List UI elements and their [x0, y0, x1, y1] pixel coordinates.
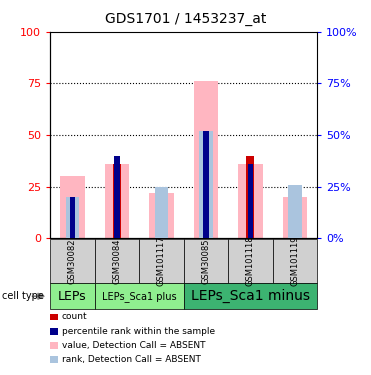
Text: GSM30084: GSM30084: [112, 238, 121, 284]
Bar: [66, 197, 79, 238]
Text: GSM101118: GSM101118: [246, 236, 255, 286]
Bar: [283, 197, 307, 238]
Text: LEPs_Sca1 plus: LEPs_Sca1 plus: [102, 291, 177, 302]
Text: percentile rank within the sample: percentile rank within the sample: [62, 327, 215, 336]
Bar: [155, 187, 168, 238]
Bar: [238, 164, 263, 238]
Text: GSM101117: GSM101117: [157, 236, 166, 286]
Text: GSM101119: GSM101119: [290, 236, 299, 286]
Bar: [248, 164, 253, 238]
Text: count: count: [62, 312, 88, 321]
Text: rank, Detection Call = ABSENT: rank, Detection Call = ABSENT: [62, 355, 201, 364]
Bar: [114, 156, 119, 238]
Bar: [246, 156, 255, 238]
Text: GDS1701 / 1453237_at: GDS1701 / 1453237_at: [105, 12, 266, 26]
Bar: [113, 164, 121, 238]
Text: cell type: cell type: [2, 291, 44, 301]
Bar: [70, 197, 75, 238]
Bar: [60, 176, 85, 238]
Bar: [194, 81, 218, 238]
Text: GSM30085: GSM30085: [201, 238, 210, 284]
Bar: [149, 193, 174, 238]
Text: LEPs_Sca1 minus: LEPs_Sca1 minus: [191, 289, 310, 303]
Text: value, Detection Call = ABSENT: value, Detection Call = ABSENT: [62, 341, 206, 350]
Text: GSM30082: GSM30082: [68, 238, 77, 284]
Bar: [105, 164, 129, 238]
Text: LEPs: LEPs: [58, 290, 87, 303]
Bar: [288, 184, 302, 238]
Bar: [203, 131, 209, 238]
Bar: [199, 131, 213, 238]
